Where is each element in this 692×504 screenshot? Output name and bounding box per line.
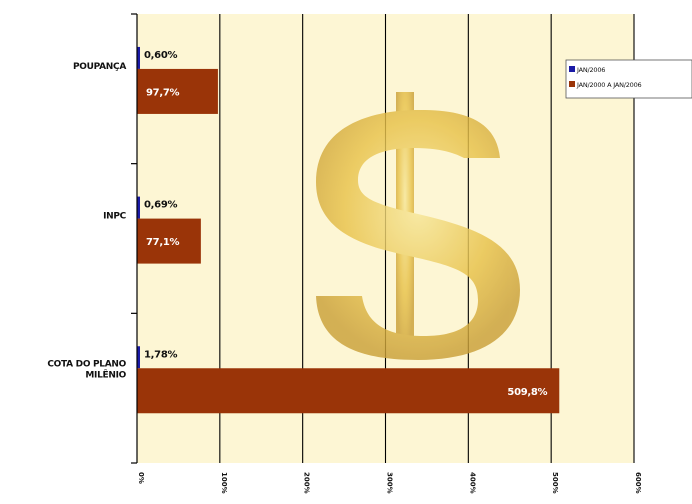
bar-series-2 <box>137 218 201 264</box>
category-label: COTA DO PLANO MILÊNIO <box>47 359 126 380</box>
bar-series-1 <box>137 346 140 369</box>
legend-label-series-2: JAN/2000 A JAN/2006 <box>576 81 642 89</box>
legend-swatch-series-2 <box>569 81 575 87</box>
data-label-series-1: 1,78% <box>144 349 177 360</box>
x-tick-label: 300% <box>386 472 394 494</box>
data-label-series-2: 97,7% <box>146 87 179 98</box>
bar-series-1 <box>137 196 140 219</box>
x-tick-label: 400% <box>468 472 476 494</box>
x-tick-label: 0% <box>137 472 145 484</box>
data-label-series-2: 77,1% <box>146 237 179 248</box>
x-tick-label: 500% <box>551 472 559 494</box>
dollar-watermark-icon <box>316 92 520 360</box>
x-tick-label: 600% <box>634 472 642 494</box>
legend-box <box>565 59 692 99</box>
x-tick-label: 100% <box>220 472 228 494</box>
category-label: POUPANÇA <box>73 62 126 72</box>
data-label-series-1: 0,69% <box>144 200 177 211</box>
legend: JAN/2006 JAN/2000 A JAN/2006 <box>565 59 692 99</box>
bar-series-1 <box>137 46 140 69</box>
legend-swatch-series-1 <box>569 66 575 72</box>
data-label-series-1: 0,60% <box>144 50 177 61</box>
bar-series-2 <box>137 368 560 414</box>
legend-label-series-1: JAN/2006 <box>576 66 605 74</box>
x-tick-label: 200% <box>303 472 311 494</box>
data-label-series-2: 509,8% <box>507 387 547 398</box>
category-label: INPC <box>103 212 127 222</box>
bar-series-2 <box>137 68 218 114</box>
